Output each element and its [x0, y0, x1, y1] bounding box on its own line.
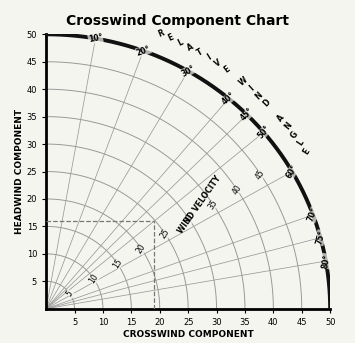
Text: N: N: [282, 121, 293, 132]
Text: W: W: [237, 75, 250, 88]
Text: 5: 5: [65, 289, 75, 298]
X-axis label: CROSSWIND COMPONENT: CROSSWIND COMPONENT: [123, 330, 253, 339]
Text: 20°: 20°: [135, 44, 152, 58]
Text: 45: 45: [254, 168, 267, 181]
Text: G: G: [289, 129, 300, 140]
Text: 40°: 40°: [220, 91, 237, 107]
Text: 40: 40: [230, 182, 243, 196]
Text: E: E: [301, 147, 311, 156]
Text: L: L: [176, 37, 185, 47]
Text: I: I: [247, 84, 256, 93]
Text: 15: 15: [111, 257, 124, 270]
Y-axis label: HEADWIND COMPONENT: HEADWIND COMPONENT: [15, 109, 24, 234]
Text: Crosswind Component Chart: Crosswind Component Chart: [66, 14, 289, 28]
Text: WIND VELOCITY: WIND VELOCITY: [176, 174, 223, 235]
Text: 10: 10: [87, 272, 100, 285]
Text: 30°: 30°: [180, 63, 197, 79]
Text: T: T: [195, 47, 204, 57]
Text: 45°: 45°: [239, 106, 255, 123]
Text: L: L: [295, 139, 306, 147]
Text: A: A: [276, 113, 286, 123]
Text: 25: 25: [159, 227, 171, 240]
Text: 10°: 10°: [88, 33, 103, 44]
Text: 30: 30: [182, 213, 196, 226]
Text: 50°: 50°: [256, 124, 272, 141]
Text: 75°: 75°: [314, 229, 327, 246]
Text: D: D: [261, 97, 272, 108]
Text: 60°: 60°: [285, 163, 300, 180]
Text: 20: 20: [135, 243, 148, 256]
Text: E: E: [222, 64, 231, 74]
Text: V: V: [213, 58, 223, 68]
Text: N: N: [254, 90, 265, 101]
Text: 35: 35: [207, 198, 219, 211]
Text: E: E: [167, 33, 175, 43]
Text: 80°: 80°: [320, 253, 332, 269]
Text: I: I: [205, 53, 212, 62]
Text: A: A: [185, 42, 195, 52]
Text: 70°: 70°: [306, 206, 320, 223]
Text: R: R: [157, 29, 165, 39]
